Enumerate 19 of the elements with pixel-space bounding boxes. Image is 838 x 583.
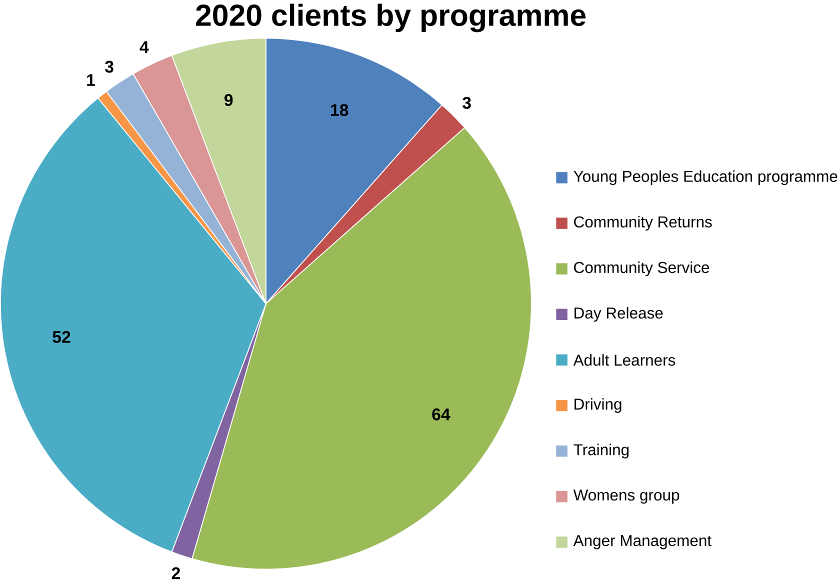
data-label: 4 [140,41,149,53]
legend-label: Womens group [573,490,680,504]
legend-label: Driving [574,398,622,413]
data-label: 64 [432,408,450,420]
data-label: 2 [172,567,180,580]
legend-label: Community Returns [574,216,712,231]
data-label: 1 [87,74,95,86]
data-label: 3 [462,96,471,109]
legend-label: Adult Learners [573,354,676,366]
legend-label: Community Service [574,262,710,276]
data-label: 3 [105,60,114,73]
legend-label: Day Release [574,307,663,322]
chart-title: 2020 clients by programme [196,4,586,32]
data-label: 52 [52,331,70,343]
legend-label: Young Peoples Education programme [574,170,838,186]
legend-label: Anger Management [573,535,712,550]
data-label: 9 [224,94,233,106]
legend-label: Training [574,444,629,459]
data-label: 18 [331,104,348,116]
